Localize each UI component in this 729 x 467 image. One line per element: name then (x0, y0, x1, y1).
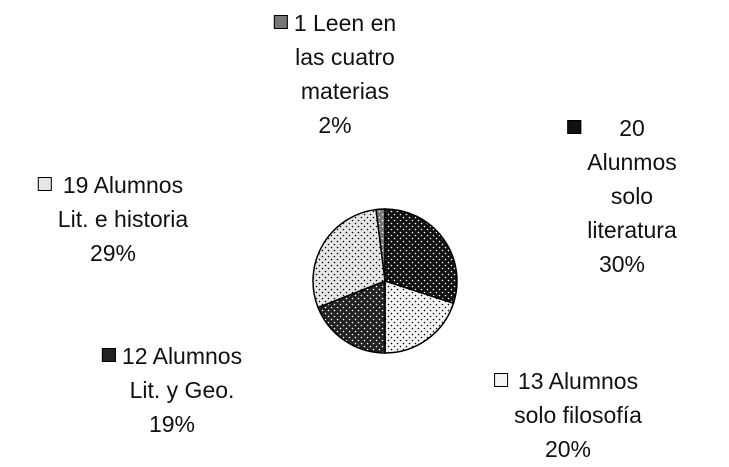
value-label: 20% (544, 436, 592, 462)
category-label: 12 Alumnos Lit. y Geo. (121, 343, 243, 403)
category-label: 19 Alumnos Lit. e historia (57, 172, 189, 232)
slice-label: 20 Alunmos solo literatura 30% (567, 111, 677, 281)
legend-icon (101, 348, 116, 362)
category-label: 1 Leen en las cuatro materias (293, 10, 397, 104)
pie-slice (312, 208, 386, 309)
legend-icon (494, 373, 509, 387)
legend-entry: 1 Leen en las cuatro materias (273, 6, 397, 108)
value-label: 30% (598, 251, 646, 277)
slice-label: 13 Alumnos solo filosofía 20% (494, 364, 642, 466)
legend-entry: 20 Alunmos solo literatura (567, 111, 677, 247)
slice-label: 19 Alumnos Lit. e historia 29% (37, 168, 189, 270)
slice-label: 1 Leen en las cuatro materias 2% (273, 6, 397, 142)
pie-slice (384, 279, 455, 354)
legend-entry: 13 Alumnos solo filosofía (494, 364, 642, 432)
legend-icon (567, 120, 582, 134)
category-label: 13 Alumnos solo filosofía (514, 368, 642, 428)
legend-entry: 12 Alumnos Lit. y Geo. (101, 339, 243, 407)
legend-icon (37, 177, 52, 191)
pie-slice (317, 279, 386, 354)
legend-entry: 19 Alumnos Lit. e historia (37, 168, 189, 236)
value-label: 29% (89, 240, 137, 266)
value-label: 19% (148, 411, 196, 437)
slice-label: 12 Alumnos Lit. y Geo. 19% (101, 339, 243, 441)
category-label: 20 Alunmos solo literatura (587, 115, 677, 243)
legend-icon (273, 15, 288, 29)
pie-slice (384, 208, 458, 305)
value-label: 2% (318, 112, 352, 138)
